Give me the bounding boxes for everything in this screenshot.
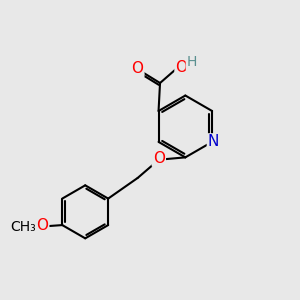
Text: H: H xyxy=(186,56,197,69)
Text: CH₃: CH₃ xyxy=(11,220,36,234)
Text: O: O xyxy=(131,61,143,76)
Text: O: O xyxy=(176,60,188,75)
Text: N: N xyxy=(208,134,219,149)
Text: O: O xyxy=(36,218,48,233)
Text: O: O xyxy=(153,151,165,166)
